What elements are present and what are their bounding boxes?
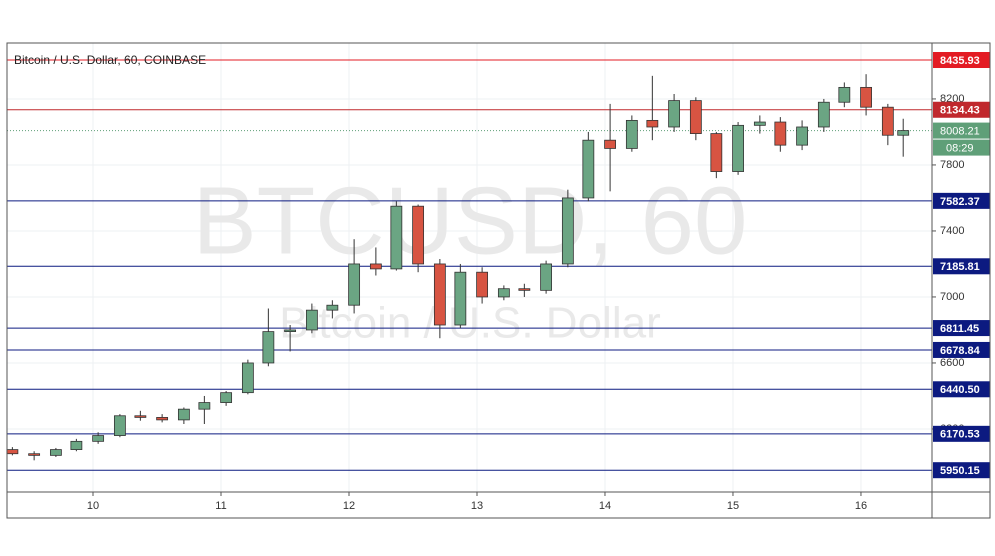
countdown-label: 08:29 <box>946 142 974 154</box>
candle-body <box>897 130 910 136</box>
level-label: 6811.45 <box>940 323 979 335</box>
candle-body <box>710 133 723 172</box>
candle-body <box>454 271 467 326</box>
y-tick-label: 7400 <box>940 225 964 237</box>
candle-body <box>49 449 62 456</box>
level-label-box <box>933 341 990 358</box>
x-tick-label: 10 <box>87 500 99 512</box>
candle-body <box>838 86 851 103</box>
axes: 1011121314151662006600700074007800820084… <box>87 52 990 512</box>
watermark-subtitle: Bitcoin / U.S. Dollar <box>279 299 660 348</box>
candle-body <box>561 197 574 265</box>
candle-body <box>70 440 83 450</box>
level-label: 8435.93 <box>940 55 980 67</box>
candle-body <box>817 101 830 128</box>
x-tick-label: 16 <box>855 500 867 512</box>
x-tick-label: 13 <box>471 500 483 512</box>
level-label-box <box>933 258 990 275</box>
candle-body <box>668 100 680 128</box>
level-label: 8134.43 <box>940 105 980 117</box>
level-label-box <box>933 192 990 209</box>
x-tick-label: 12 <box>343 500 355 512</box>
candle-body <box>582 139 595 199</box>
candle-body <box>518 288 531 291</box>
chart-title: Bitcoin / U.S. Dollar, 60, COINBASE <box>14 53 206 67</box>
candle-body <box>326 304 339 311</box>
last-price-box <box>933 122 990 139</box>
level-label: 7582.37 <box>940 196 980 208</box>
candle-body <box>369 263 382 270</box>
level-label-box <box>933 462 990 479</box>
candle-body <box>92 435 105 442</box>
level-label-box <box>933 101 990 118</box>
candle-body <box>262 331 275 364</box>
x-tick-label: 11 <box>215 500 226 512</box>
candle-body <box>28 453 41 456</box>
candle-body <box>198 402 211 410</box>
y-tick-label: 7800 <box>940 159 964 171</box>
candle-body <box>497 288 510 298</box>
candle-body <box>860 86 872 108</box>
level-label-box <box>933 381 990 398</box>
candle-body <box>774 121 787 146</box>
y-tick-label: 7000 <box>940 291 964 303</box>
watermark: BTCUSD, 60 <box>193 167 748 274</box>
candle-body <box>390 205 403 270</box>
candle-body <box>156 417 169 421</box>
candle-body <box>348 263 361 306</box>
grid <box>7 43 932 492</box>
candle-body <box>6 449 19 455</box>
candle-body <box>433 263 446 326</box>
candle-body <box>412 205 425 265</box>
last-price-label: 8008.21 <box>940 125 980 137</box>
level-label: 6440.50 <box>940 384 980 396</box>
candle-body <box>689 100 702 134</box>
candle-body <box>220 392 233 403</box>
candle-body <box>476 271 489 298</box>
levels <box>7 59 932 471</box>
candle-body <box>881 106 894 136</box>
level-label-box <box>933 52 990 69</box>
frame <box>6 42 991 519</box>
candle-body <box>177 408 190 421</box>
candle-body <box>540 263 553 291</box>
level-label: 6678.84 <box>940 345 981 357</box>
candle-body <box>305 309 318 331</box>
x-tick-label: 14 <box>599 500 611 512</box>
y-tick-label: 6600 <box>940 357 964 369</box>
candle-body <box>646 119 659 128</box>
candle-body <box>604 139 616 149</box>
candle-body <box>753 121 766 126</box>
countdown-box <box>933 139 990 156</box>
level-label-box <box>933 425 990 442</box>
candle-body <box>284 329 297 333</box>
candles <box>6 74 910 461</box>
candle-body <box>113 415 126 436</box>
level-label-box <box>933 320 990 337</box>
candle-body <box>732 124 744 172</box>
level-label: 6170.53 <box>940 429 980 441</box>
candle-body <box>796 126 808 146</box>
level-label: 7185.81 <box>940 261 980 273</box>
candle-body <box>625 119 638 149</box>
candle-body <box>134 415 147 418</box>
level-label: 5950.15 <box>940 465 980 477</box>
x-tick-label: 15 <box>727 500 739 512</box>
candle-body <box>241 362 254 394</box>
